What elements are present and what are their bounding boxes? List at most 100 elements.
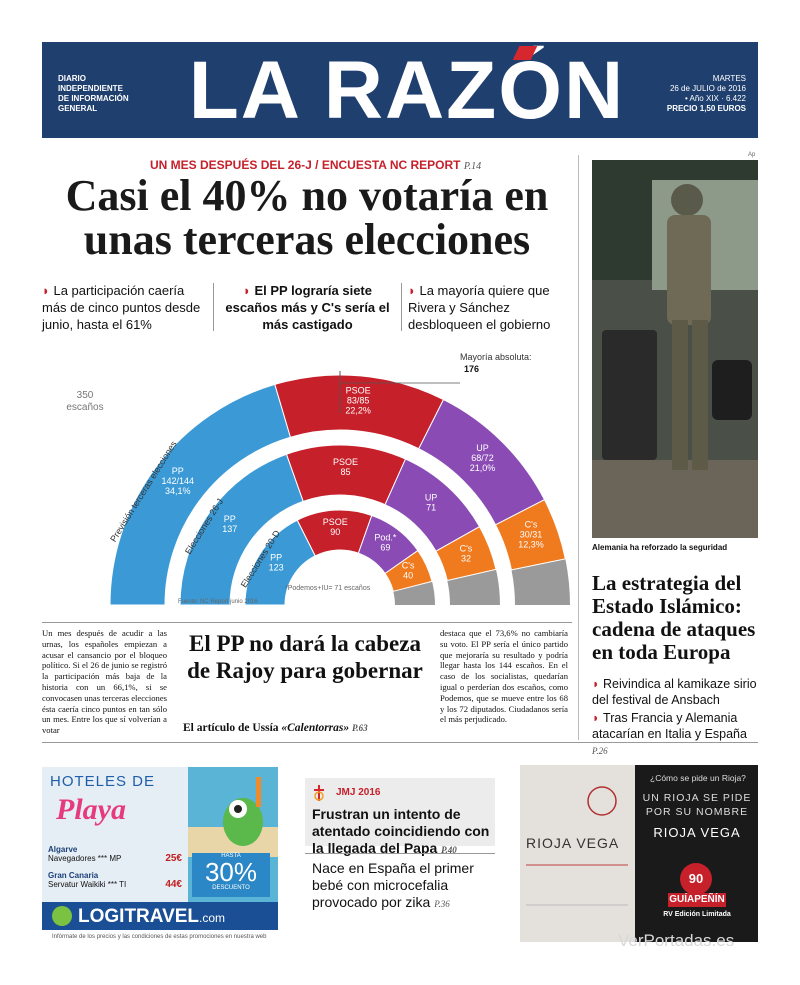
watermark: VerPortadas.es — [618, 931, 735, 950]
logo-text: LOGITRAVEL — [78, 906, 200, 927]
lead-subhead-3: ◗ La mayoría quiere que Rivera y Sánchez… — [408, 282, 573, 333]
secondary-headline[interactable]: El PP no dará la cabeza de Rajoy para go… — [187, 631, 423, 683]
ad-fine-print: Infórmate de los precios y las condicion… — [52, 934, 267, 940]
segment-label: UP — [476, 443, 489, 453]
photo-credit: Ap — [748, 152, 756, 158]
globe-icon — [52, 906, 72, 926]
issue-date: 26 de JULIO de 2016 — [669, 84, 746, 93]
masthead-line: GENERAL — [58, 104, 98, 113]
segment-label: 90 — [330, 527, 340, 537]
arc-cs — [384, 549, 433, 592]
news-box — [305, 778, 495, 846]
masthead-descriptor: DIARIO INDEPENDIENTE DE INFORMACIÓN GENE… — [58, 74, 168, 114]
bullet-icon: ◗ — [42, 283, 54, 298]
divider — [213, 283, 214, 331]
segment-label: C's — [525, 520, 538, 530]
body-text-left: Un mes después de acudir a las urnas, lo… — [42, 628, 167, 736]
section-rule — [42, 622, 572, 623]
chart-source: Fuente: NC Report junio 2016 — [178, 599, 258, 605]
column-author: El artículo de Ussía — [183, 722, 279, 734]
issue-price: PRECIO 1,50 EUROS — [666, 104, 746, 113]
segment-label: C's — [460, 543, 473, 553]
segment-label: 34,1% — [165, 486, 191, 496]
brief-text: Nace en España el primer bebé con microc… — [312, 860, 474, 910]
segment-label: PSOE — [346, 385, 371, 395]
newspaper-logo: LA RAZÓN — [188, 45, 626, 136]
lead-headline[interactable]: Casi el 40% no votaría en unas terceras … — [65, 171, 549, 264]
side-bullet-1: ◗ Reivindica al kamikaze sirio del festi… — [592, 676, 762, 708]
guia-penin-label: GUÍAPEÑÍN — [668, 893, 726, 907]
ad-tagline: UN RIOJA SE PIDE POR SU NOMBRE — [642, 791, 752, 819]
segment-label: 83/85 — [347, 395, 370, 405]
segment-label: Pod.* — [374, 532, 397, 542]
segment-label: PSOE — [323, 517, 348, 527]
subhead-text: La participación caería más de cinco pun… — [42, 283, 201, 332]
ad-brand: RIOJA VEGA — [653, 825, 741, 840]
segment-label: PSOE — [333, 457, 358, 467]
segment-label: 71 — [426, 502, 436, 512]
ad-brand-bar: LOGITRAVEL.com — [42, 902, 278, 930]
side-headline[interactable]: La estrategia del Estado Islámico: caden… — [592, 571, 756, 664]
column-title: «Calentorras» — [281, 722, 350, 734]
ad-hoteles-text: HOTELES DE — [50, 773, 156, 790]
side-bullet-text: Reivindica al kamikaze sirio del festiva… — [592, 677, 757, 707]
ad-playa-text: Playa — [56, 793, 126, 826]
edition-label: RV Edición Limitada — [663, 911, 731, 918]
lead-subhead-2: ◗ El PP lograría siete escaños más y C's… — [220, 282, 395, 333]
section-rule — [305, 853, 495, 854]
ad-question: ¿Cómo se pide un Rioja? — [650, 773, 746, 783]
segment-label: 12,3% — [518, 540, 544, 550]
kicker-page-ref: P.14 — [463, 161, 482, 172]
segment-label: 137 — [222, 524, 237, 534]
bottle-seal-icon — [526, 786, 628, 906]
opinion-column-ref[interactable]: El artículo de Ussía «Calentorras» P.63 — [183, 722, 433, 734]
subhead-text: La mayoría quiere que Rivera y Sánchez d… — [408, 283, 551, 332]
masthead-line: INDEPENDIENTE — [58, 84, 123, 93]
discount-label: DESCUENTO — [212, 885, 250, 891]
bottle-label: RIOJA VEGA — [526, 835, 620, 851]
bullet-icon: ◗ — [592, 677, 604, 691]
segment-label: 142/144 — [162, 476, 195, 486]
segment-label: PP — [172, 466, 184, 476]
rioja-vega-ad[interactable]: RIOJA VEGA ¿Cómo se pide un Rioja? UN RI… — [520, 765, 758, 942]
middle-headline[interactable]: Frustran un intento de atentado coincidi… — [312, 806, 492, 859]
ad-offer-row: Gran Canaria Servatur Waikiki *** TI 44€ — [48, 871, 182, 890]
segment-label: 123 — [269, 563, 284, 573]
tagline-line: POR SU NOMBRE — [645, 806, 749, 818]
bullet-icon: ◗ — [408, 283, 420, 298]
ad-offer-row: Algarve Navegadores *** MP 25€ — [48, 845, 182, 864]
total-seats-value: 350 — [77, 390, 94, 401]
lead-subhead-1: ◗ La participación caería más de cinco p… — [42, 282, 207, 333]
middle-headline-text: Frustran un intento de atentado coincidi… — [312, 806, 490, 856]
mascot-illustration — [188, 777, 278, 857]
side-bullet-2: ◗ Tras Francia y Alemania atacarían en I… — [592, 710, 762, 759]
issue-weekday: MARTES — [712, 74, 746, 83]
logitravel-ad[interactable]: HOTELES DE Playa Algarve Navegadores ***… — [42, 767, 278, 930]
segment-label: 21,0% — [470, 463, 496, 473]
discount-prefix: HASTA — [221, 853, 241, 859]
segment-label: 68/72 — [471, 453, 494, 463]
arc-cs — [494, 498, 566, 571]
jmj-cross-icon — [314, 785, 324, 801]
divider — [401, 283, 402, 331]
kicker-text: UN MES DESPUÉS DEL 26-J / ENCUESTA NC RE… — [150, 158, 461, 172]
issue-info: MARTES 26 de JULIO de 2016 • Año XIX · 6… — [626, 74, 746, 114]
total-seats-unit: escaños — [66, 402, 103, 413]
segment-label: 22,2% — [345, 405, 371, 415]
middle-brief[interactable]: Nace en España el primer bebé con microc… — [312, 860, 492, 913]
news-photo[interactable] — [592, 160, 758, 538]
majority-label: Mayoría absoluta: — [460, 352, 532, 362]
offer-price: 25€ — [165, 853, 182, 864]
segment-label: UP — [425, 492, 438, 502]
bullet-icon: ◗ — [242, 283, 255, 298]
offer-hotel: Navegadores *** MP — [48, 854, 122, 863]
segment-label: C's — [402, 561, 415, 571]
segment-label: 32 — [461, 553, 471, 563]
lead-kicker: UN MES DESPUÉS DEL 26-J / ENCUESTA NC RE… — [150, 158, 481, 172]
score-rosette: 90 — [680, 863, 712, 895]
body-text-right: destaca que el 73,6% no cambiaría su vot… — [440, 628, 568, 725]
discount-badge: HASTA 30% DESCUENTO — [192, 853, 270, 897]
side-bullet-text: Tras Francia y Alemania atacarían en Ita… — [592, 711, 747, 741]
hemicycle-chart: PP142/14434,1%PSOE83/8522,2%UP68/7221,0%… — [66, 352, 570, 606]
masthead-line: DIARIO — [58, 74, 86, 83]
